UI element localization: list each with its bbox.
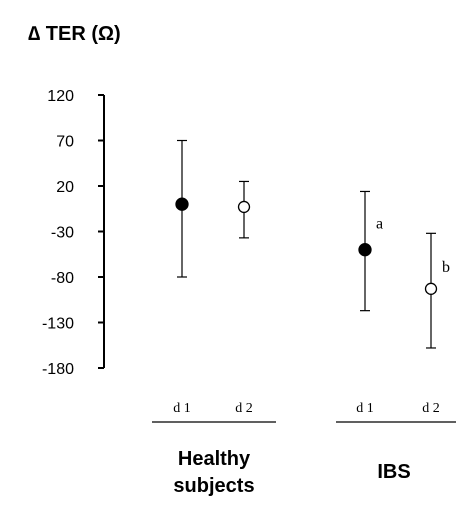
y-tick-label: -30	[51, 225, 74, 242]
y-tick-label: -180	[42, 361, 74, 378]
group-0: d 1 d 2 Healthy subjects	[152, 139, 276, 497]
category-label: d 1	[356, 401, 374, 416]
group-label: IBS	[377, 461, 410, 483]
category-label: d 2	[422, 401, 440, 416]
y-tick-label: -130	[42, 316, 74, 333]
group-label: Healthy	[178, 448, 251, 470]
y-tick-label: -80	[51, 270, 74, 287]
y-tick-label: 70	[56, 134, 74, 151]
mean-point-open	[237, 200, 251, 214]
y-tick-label: 20	[56, 179, 74, 196]
mean-point-filled	[358, 243, 372, 257]
category-label: d 2	[235, 401, 253, 416]
category-label: d 1	[173, 401, 191, 416]
group-label: subjects	[173, 475, 254, 497]
y-tick-label: 120	[47, 88, 74, 105]
mean-point-open	[424, 282, 438, 295]
significance-annotation: a	[376, 216, 383, 233]
mean-point-filled	[175, 197, 189, 211]
y-axis-ticks: 120 70 20 -30 -80 -130 -180	[42, 88, 104, 378]
plot-groups: d 1 d 2 Healthy subjects a d 1 b d 2 IBS	[152, 139, 456, 497]
significance-annotation: b	[442, 259, 450, 276]
group-1: a d 1 b d 2 IBS	[336, 190, 456, 483]
y-axis-label: ∆ TER (Ω)	[28, 23, 121, 45]
